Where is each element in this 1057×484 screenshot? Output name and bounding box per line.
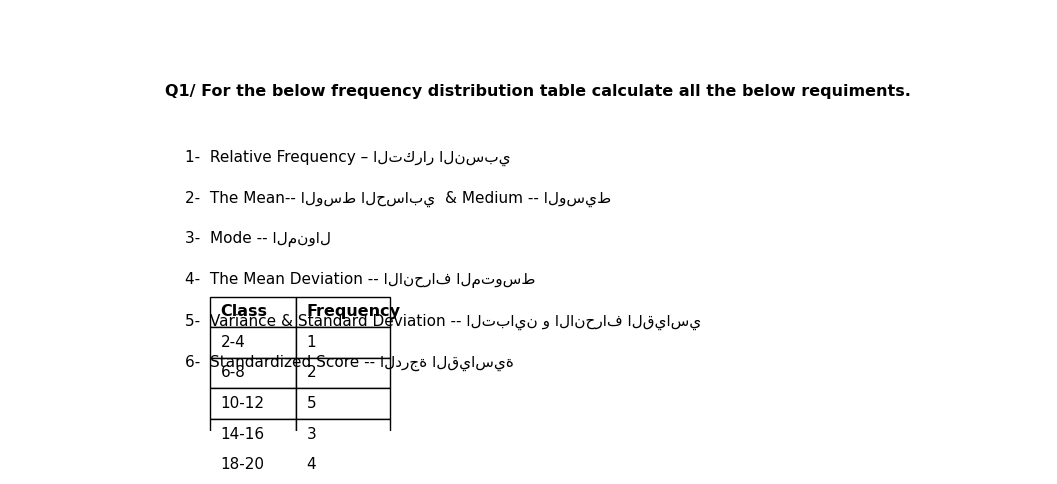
Text: Class: Class [221,304,267,319]
Bar [296,388,390,419]
Bar [296,327,390,358]
Text: Q1/ For the below frequency distribution table calculate all the below requiment: Q1/ For the below frequency distribution… [165,84,911,99]
Text: 6-  Standardized Score -- الدرجة القياسية: 6- Standardized Score -- الدرجة القياسية [185,354,515,371]
Text: 2: 2 [307,365,316,380]
Text: 18-20: 18-20 [221,457,264,472]
Text: 4-  The Mean Deviation -- الانحراف المتوسط: 4- The Mean Deviation -- الانحراف المتوس… [185,272,536,288]
Text: 5-  Variance & Standard Deviation -- التباين و الانحراف القياسي: 5- Variance & Standard Deviation -- التب… [185,313,702,330]
Text: 3-  Mode -- المنوال: 3- Mode -- المنوال [185,231,332,247]
Bar [296,358,390,388]
Text: 2-4: 2-4 [221,335,245,350]
Bar [210,327,296,358]
Text: 14-16: 14-16 [221,426,264,441]
Text: 4: 4 [307,457,316,472]
Bar [210,419,296,449]
Bar [296,419,390,449]
Bar [296,450,390,480]
Bar [210,450,296,480]
Text: 2-  The Mean-- الوسط الحسابي  & Medium -- الوسيط: 2- The Mean-- الوسط الحسابي & Medium -- … [185,190,612,207]
Text: 10-12: 10-12 [221,396,264,411]
Text: 3: 3 [307,426,316,441]
Bar [210,358,296,388]
Text: 6-8: 6-8 [221,365,245,380]
Bar [210,388,296,419]
Text: 1: 1 [307,335,316,350]
Text: 1-  Relative Frequency – التكرار النسبي: 1- Relative Frequency – التكرار النسبي [185,150,511,166]
Text: 5: 5 [307,396,316,411]
Bar [296,297,390,327]
Bar [210,297,296,327]
Text: Frequency: Frequency [307,304,401,319]
